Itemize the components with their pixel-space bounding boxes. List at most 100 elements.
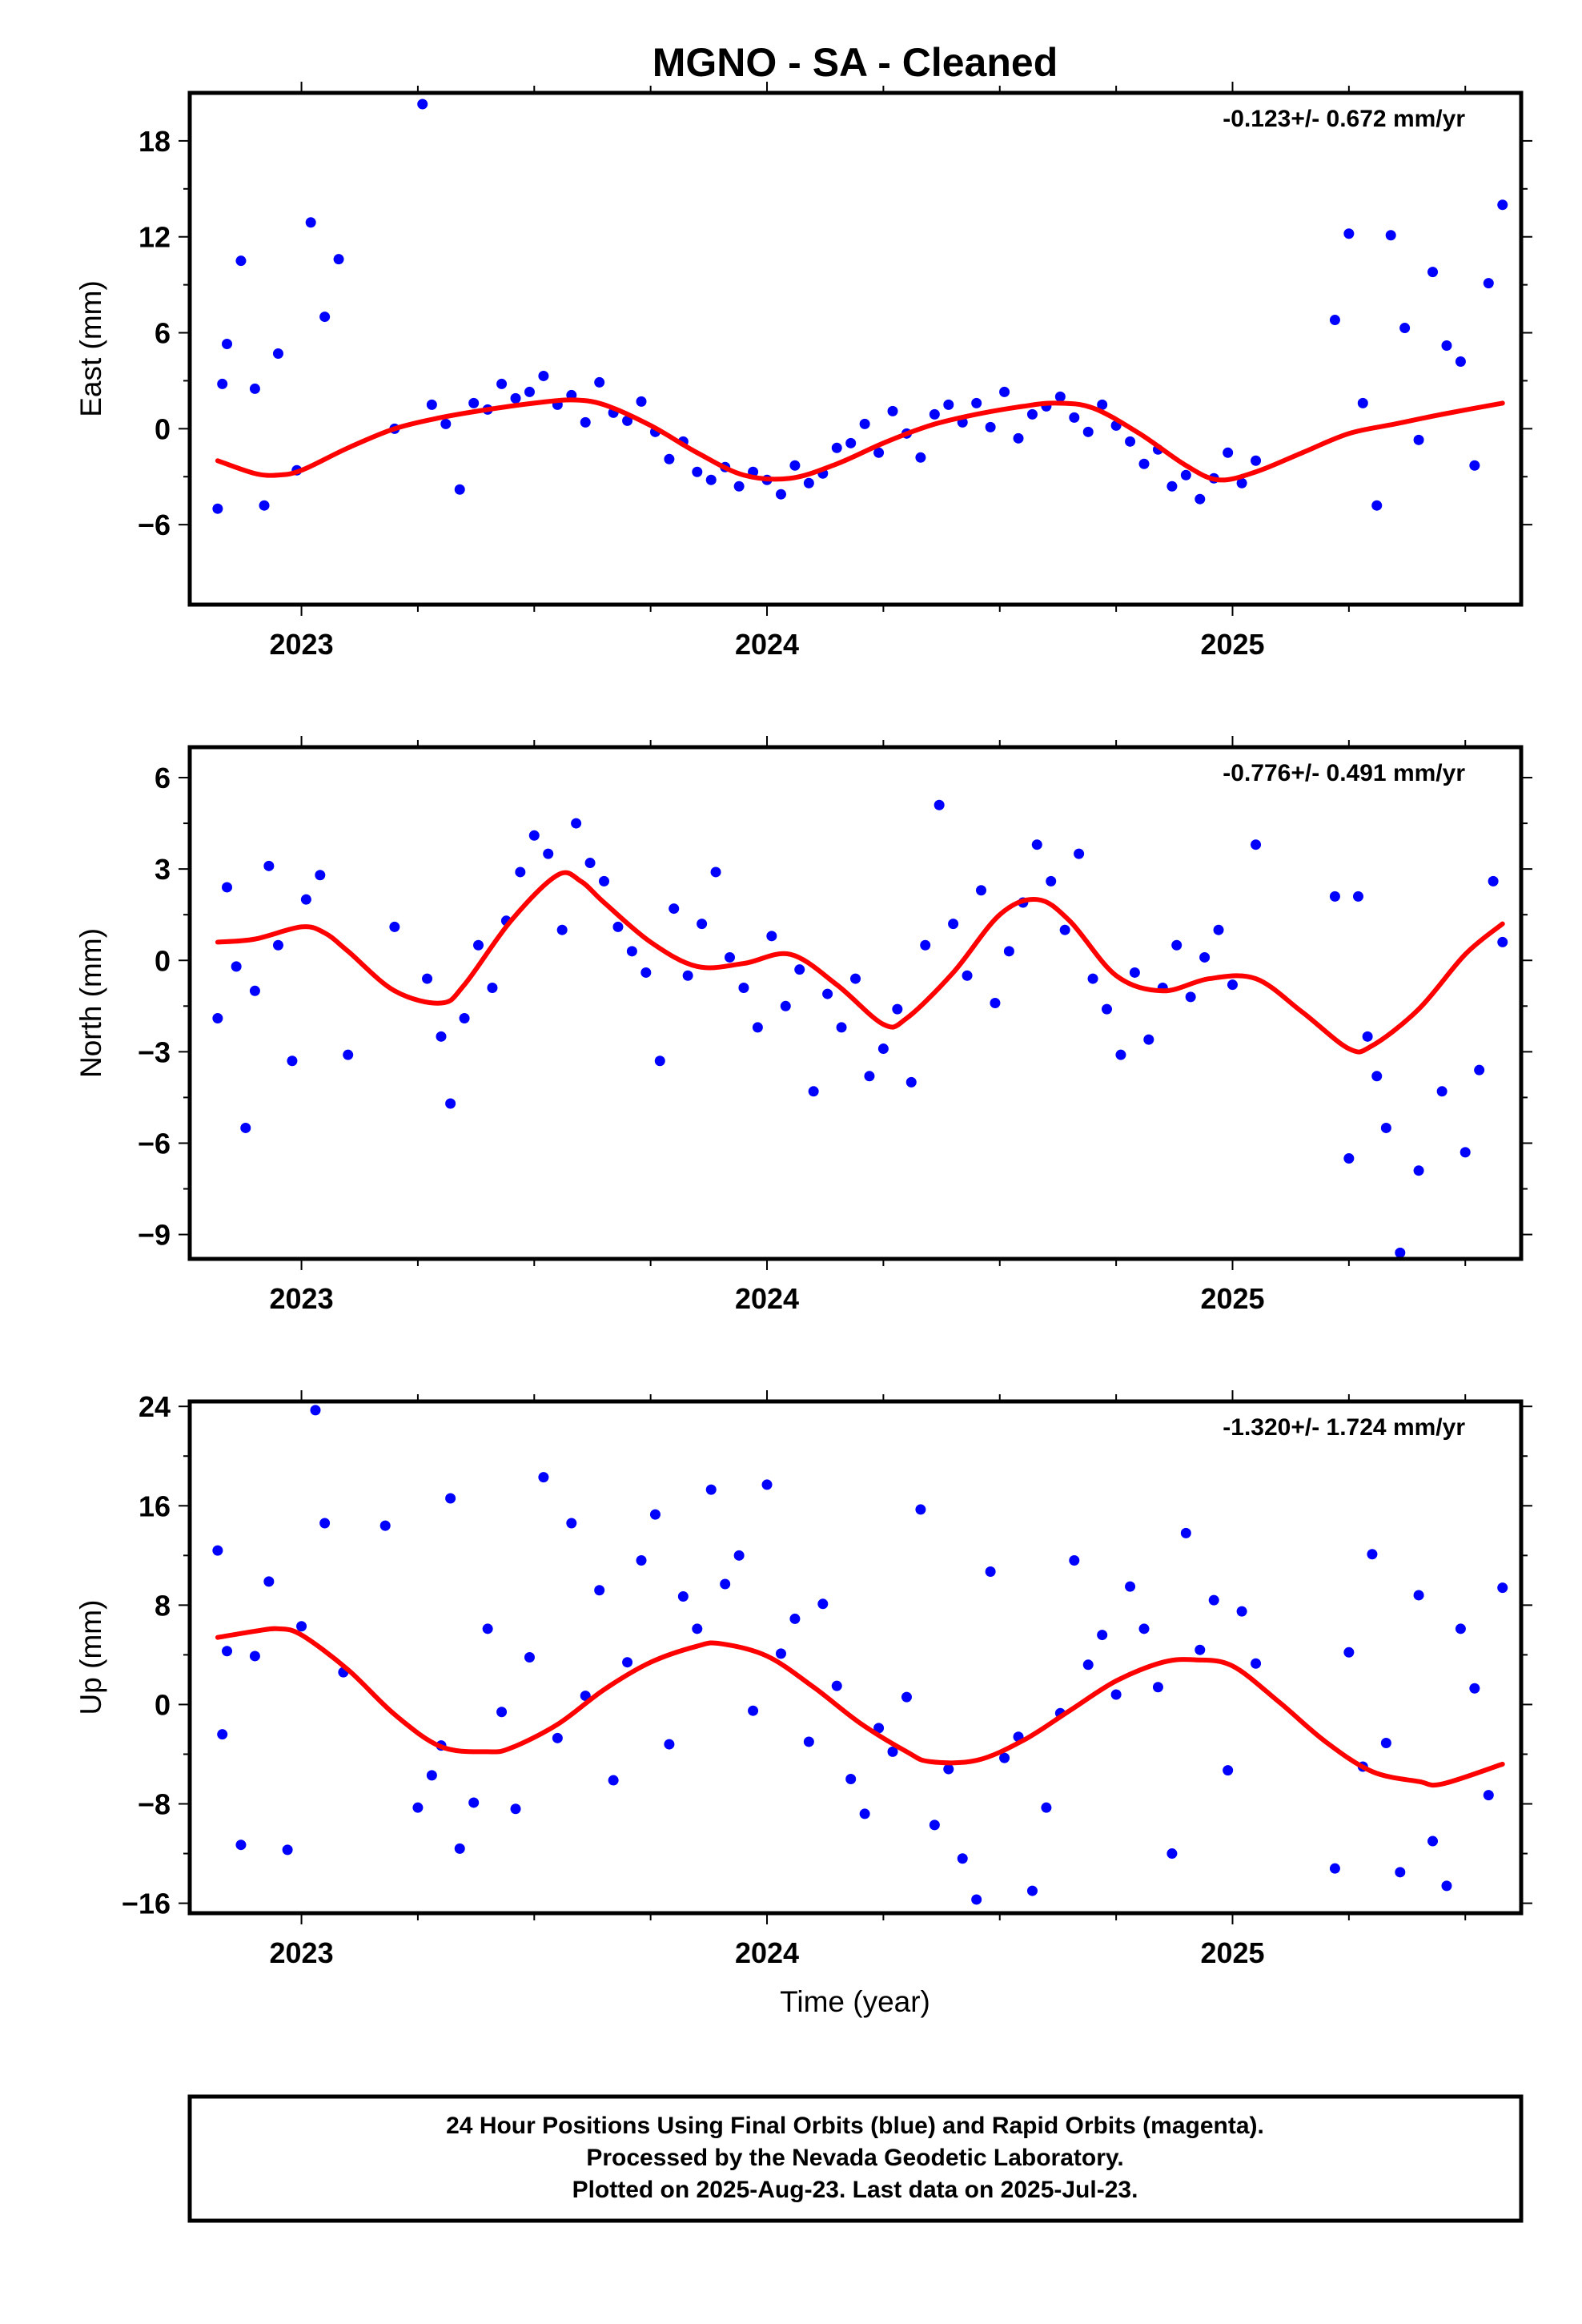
north-points [212, 799, 1508, 1258]
east-data-point [1125, 436, 1136, 447]
north-data-point [1003, 946, 1014, 957]
up-x-tick-label: 2025 [1200, 1936, 1264, 1969]
north-data-point [599, 875, 610, 887]
east-data-point [1357, 397, 1368, 408]
up-data-point [789, 1613, 801, 1624]
up-data-point [566, 1518, 577, 1529]
north-data-point [1115, 1049, 1126, 1060]
east-data-point [705, 474, 717, 485]
east-data-point [664, 453, 675, 464]
north-data-point [975, 885, 986, 896]
up-data-point [831, 1680, 842, 1691]
up-data-point [1427, 1835, 1439, 1847]
up-data-point [524, 1652, 535, 1663]
up-data-point [319, 1518, 331, 1529]
east-data-point [803, 477, 814, 489]
north-data-point [780, 1000, 791, 1011]
east-x-tick-label: 2023 [270, 628, 334, 661]
east-data-point [524, 386, 535, 397]
north-data-point [1227, 979, 1238, 991]
up-data-point [212, 1545, 223, 1556]
east-data-point [580, 416, 591, 428]
north-data-point [543, 848, 554, 859]
east-data-point [733, 480, 745, 492]
up-data-point [310, 1405, 321, 1416]
north-data-point [1362, 1031, 1373, 1042]
up-y-axis-label: Up (mm) [74, 1600, 107, 1715]
east-data-point [454, 484, 465, 495]
north-y-tick-label: −3 [138, 1035, 171, 1068]
up-data-point [1236, 1606, 1247, 1617]
up-data-point [1343, 1647, 1355, 1658]
north-data-point [1413, 1165, 1424, 1176]
north-data-point [1213, 924, 1224, 935]
north-data-point [249, 985, 260, 996]
east-y-axis-label: East (mm) [74, 280, 107, 417]
east-data-point [1069, 412, 1080, 423]
north-data-point [231, 961, 242, 972]
east-data-point [538, 370, 549, 381]
north-data-point [459, 1013, 470, 1024]
up-data-point [538, 1472, 549, 1483]
north-data-point [1436, 1086, 1447, 1097]
up-data-point [454, 1843, 465, 1854]
north-data-point [836, 1022, 847, 1033]
east-y-tick-label: 6 [155, 317, 171, 350]
up-data-point [1455, 1623, 1466, 1634]
north-data-point [669, 903, 680, 915]
east-x-tick-label: 2025 [1200, 628, 1264, 661]
x-axis-label: Time (year) [780, 1985, 930, 2018]
up-data-point [803, 1736, 814, 1747]
up-data-point [594, 1585, 605, 1596]
north-data-point [822, 988, 833, 999]
up-data-point [379, 1520, 391, 1531]
north-data-point [612, 921, 624, 932]
up-data-point [720, 1578, 731, 1590]
east-data-point [305, 217, 316, 228]
north-data-point [263, 860, 275, 871]
north-plot-frame [187, 745, 1524, 1261]
up-y-tick-label: 8 [155, 1589, 171, 1622]
east-data-point [272, 348, 283, 359]
up-data-point [1082, 1659, 1094, 1671]
up-data-point [929, 1819, 940, 1831]
north-data-point [1474, 1064, 1485, 1076]
east-data-point [333, 254, 344, 265]
north-data-point [571, 818, 582, 829]
up-data-point [1208, 1594, 1219, 1606]
north-y-tick-label: −9 [138, 1219, 171, 1252]
north-y-tick-label: 3 [155, 853, 171, 886]
up-data-point [1166, 1848, 1178, 1860]
east-data-point [831, 442, 842, 453]
up-data-point [296, 1621, 307, 1632]
north-data-point [422, 973, 433, 984]
north-data-point [240, 1122, 251, 1133]
north-data-point [697, 919, 708, 930]
north-data-point [864, 1071, 875, 1082]
up-data-point [1497, 1582, 1508, 1594]
north-data-point [710, 866, 721, 878]
north-data-point [794, 964, 805, 975]
east-x-tick-label: 2024 [735, 628, 799, 661]
north-data-point [343, 1049, 354, 1060]
north-model-curve [215, 870, 1505, 1055]
up-points [212, 1405, 1508, 1905]
east-data-point [1013, 432, 1024, 444]
east-data-point [468, 397, 480, 408]
up-data-point [775, 1648, 786, 1659]
north-data-point [654, 1055, 665, 1067]
north-data-point [920, 939, 931, 951]
east-data-point [1483, 278, 1494, 289]
east-data-point [510, 392, 521, 404]
east-data-point [943, 399, 954, 410]
up-data-point [1329, 1863, 1340, 1874]
up-data-point [1395, 1867, 1406, 1878]
up-data-point [510, 1803, 521, 1815]
east-data-point [594, 376, 605, 388]
up-y-tick-label: −16 [122, 1888, 171, 1920]
north-data-point [272, 939, 283, 951]
north-data-point [1171, 939, 1182, 951]
up-data-point [1180, 1527, 1191, 1538]
east-data-point [1413, 434, 1424, 445]
